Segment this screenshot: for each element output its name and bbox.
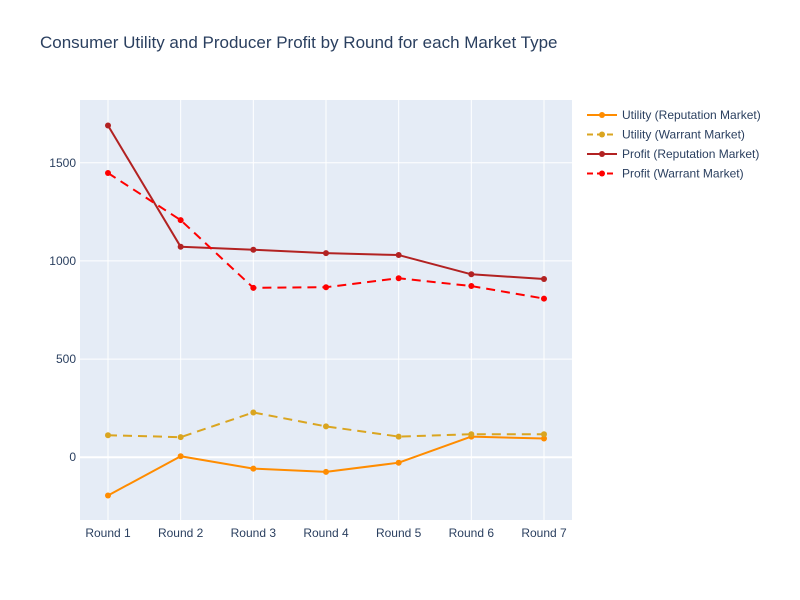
series-1-point (105, 492, 111, 499)
series-3-point (105, 122, 111, 129)
legend-swatch-marker (599, 151, 605, 157)
series-1-point (177, 453, 184, 460)
series-2-point (541, 431, 547, 438)
series-3-point (177, 243, 184, 250)
y-tick-label: 1500 (49, 156, 76, 170)
series-1-point (323, 468, 329, 475)
x-tick-label: Round 2 (158, 526, 204, 540)
chart-title: Consumer Utility and Producer Profit by … (40, 33, 558, 52)
x-tick-label: Round 7 (521, 526, 567, 540)
series-2-point (105, 432, 111, 439)
series-4-point (177, 217, 184, 224)
x-tick-label: Round 1 (85, 526, 131, 540)
series-3-point (323, 250, 329, 257)
series-1-point (541, 435, 547, 442)
series-2-point (468, 431, 475, 438)
series-2-point (250, 409, 257, 416)
series-2-point (395, 433, 402, 440)
x-tick-label: Round 6 (449, 526, 495, 540)
series-4-point (541, 295, 547, 302)
series-4-point (250, 284, 257, 291)
series-4-point (323, 284, 329, 291)
y-tick-label: 500 (56, 352, 76, 366)
x-tick-label: Round 3 (231, 526, 277, 540)
legend-item-label[interactable]: Profit (Reputation Market) (622, 147, 759, 161)
series-4-point (105, 170, 111, 177)
series-1-point (395, 459, 402, 466)
x-tick-label: Round 5 (376, 526, 422, 540)
series-4-point (468, 283, 475, 290)
legend-swatch-marker (599, 112, 605, 118)
series-3-point (541, 275, 547, 282)
series-1-point (250, 465, 257, 472)
series-2-point (323, 423, 329, 430)
legend-swatch-marker (599, 170, 605, 177)
series-3-point (468, 271, 475, 278)
legend-item-label[interactable]: Utility (Reputation Market) (622, 108, 761, 122)
y-tick-label: 0 (69, 450, 76, 464)
series-4-point (395, 275, 402, 282)
legend-item-label[interactable]: Utility (Warrant Market) (622, 128, 745, 142)
series-2-point (177, 434, 184, 441)
legend-item-label[interactable]: Profit (Warrant Market) (622, 167, 744, 181)
x-tick-label: Round 4 (303, 526, 349, 540)
series-3-point (395, 252, 402, 259)
legend-swatch-marker (599, 131, 605, 138)
y-tick-label: 1000 (49, 254, 76, 268)
series-3-point (250, 246, 257, 253)
